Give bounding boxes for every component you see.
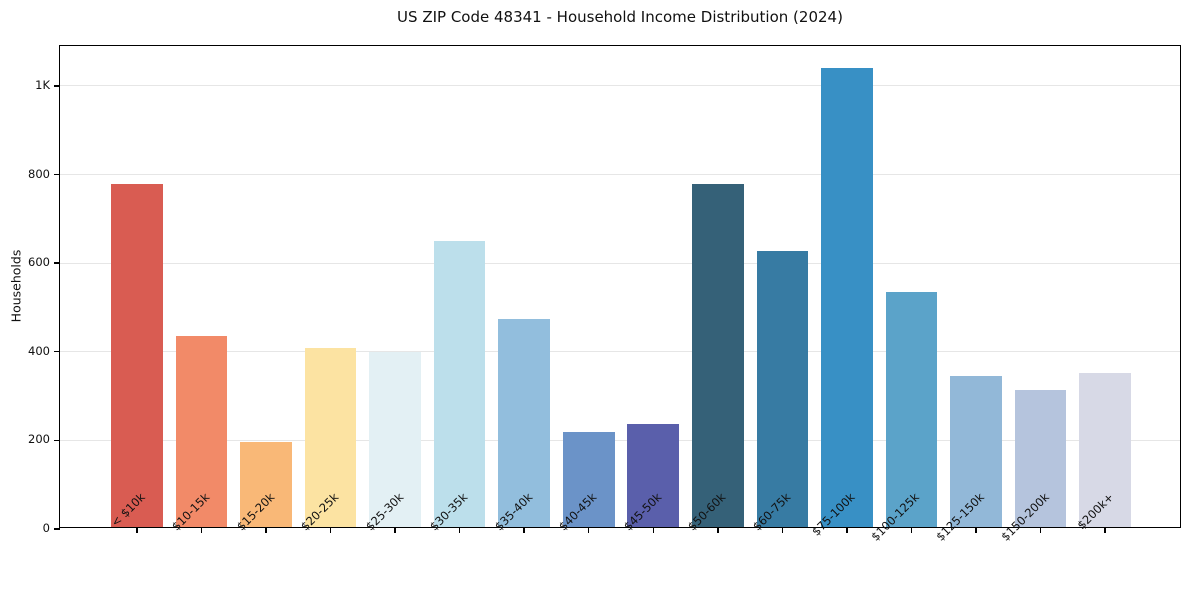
bar-15-20k <box>240 441 292 527</box>
y-tick-label: 1K <box>35 77 50 92</box>
x-tick-mark <box>588 527 590 533</box>
x-tick-mark <box>717 527 719 533</box>
x-tick-mark <box>523 527 525 533</box>
bar-10-15k <box>175 336 228 527</box>
y-tick-label: 800 <box>28 166 50 181</box>
x-tick-mark <box>1039 527 1042 533</box>
bar-150-200k <box>1014 389 1067 527</box>
y-tick-label: 0 <box>42 521 50 535</box>
x-tick-mark <box>975 527 977 533</box>
x-tick-mark <box>846 527 848 533</box>
y-axis-label: Households <box>8 249 24 323</box>
bar-100-125k <box>885 292 938 527</box>
y-tick-mark <box>54 351 60 353</box>
bar-40-45k <box>562 431 615 527</box>
y-tick-mark <box>54 528 60 530</box>
x-tick-mark <box>458 527 461 533</box>
y-tick-label: 400 <box>28 343 50 358</box>
y-tick-label: 600 <box>28 255 50 270</box>
bar-60-75k <box>756 251 809 527</box>
grid-line <box>60 174 1180 175</box>
bar-25-30k <box>369 351 421 527</box>
bar-75-100k <box>821 68 873 527</box>
y-tick-mark <box>54 439 60 442</box>
y-tick-mark <box>54 173 60 176</box>
bar-10k <box>111 183 163 527</box>
x-tick-mark <box>200 527 203 533</box>
bar-125-150k <box>950 376 1002 527</box>
x-tick-mark <box>265 527 267 533</box>
x-tick-mark <box>1104 527 1106 533</box>
bar-30-35k <box>433 241 486 527</box>
y-tick-mark <box>54 262 60 264</box>
bar-200k <box>1079 372 1131 527</box>
x-tick-mark <box>394 527 396 533</box>
grid-line <box>60 439 1180 441</box>
plot-area <box>54 45 1181 533</box>
bar-35-40k <box>498 318 550 527</box>
x-tick-mark <box>136 527 138 533</box>
y-tick-label: 200 <box>28 432 50 447</box>
bar-50-60k <box>692 183 744 527</box>
x-tick-mark <box>652 527 654 533</box>
y-tick-mark <box>54 85 60 87</box>
grid-line <box>60 262 1180 264</box>
bar-20-25k <box>304 347 357 527</box>
grid-line <box>60 85 1180 87</box>
bar-45-50k <box>627 423 680 527</box>
chart-title: US ZIP Code 48341 - Household Income Dis… <box>397 8 843 26</box>
x-tick-mark <box>910 527 913 533</box>
x-tick-mark <box>329 527 332 533</box>
x-tick-mark <box>781 527 784 533</box>
grid-line <box>60 351 1180 353</box>
